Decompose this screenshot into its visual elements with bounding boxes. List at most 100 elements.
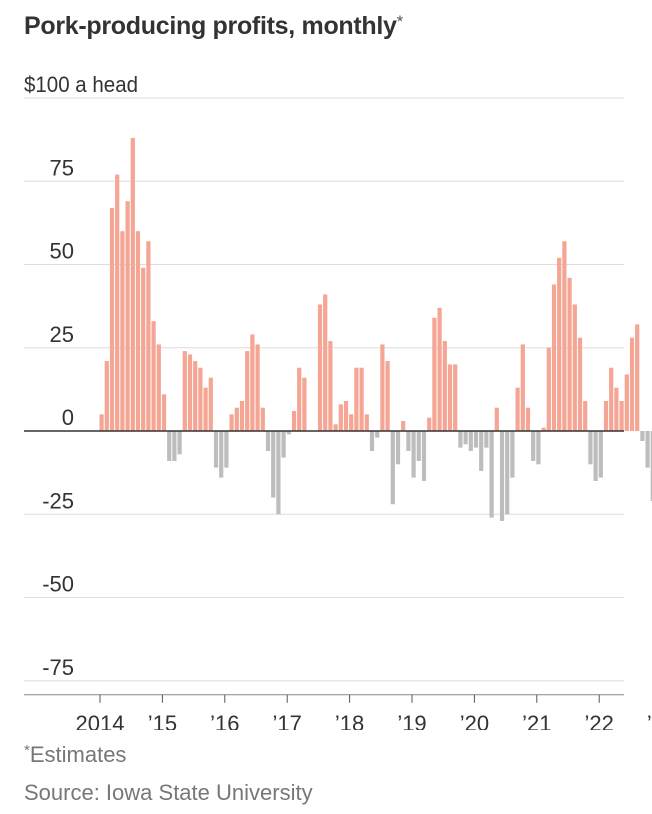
bar — [572, 304, 577, 431]
bar — [416, 431, 421, 461]
bar — [302, 377, 307, 431]
footnote-text: Estimates — [29, 742, 127, 767]
x-tick-label: ’18 — [335, 711, 364, 730]
x-tick-label: ’15 — [148, 711, 177, 730]
bar — [577, 337, 583, 431]
bar — [551, 284, 557, 431]
bar — [489, 431, 494, 518]
bar — [541, 427, 546, 431]
bar — [390, 431, 395, 505]
x-tick-label: ’22 — [585, 711, 614, 730]
bar — [629, 337, 635, 431]
bar — [510, 431, 515, 478]
bar — [239, 401, 245, 431]
bar — [432, 317, 437, 431]
bar — [343, 401, 349, 431]
bar — [151, 321, 156, 431]
bar — [546, 347, 551, 431]
source-note: Source: Iowa State University — [24, 780, 313, 805]
bar — [161, 394, 167, 431]
bar — [562, 241, 567, 431]
bar — [380, 344, 385, 431]
bar — [473, 431, 479, 448]
bar — [281, 431, 286, 458]
bar — [177, 431, 182, 455]
bar — [250, 334, 255, 431]
bar — [583, 401, 588, 431]
bar — [354, 367, 359, 431]
bar — [141, 267, 146, 431]
bar — [505, 431, 510, 515]
bar — [364, 414, 369, 431]
bar — [588, 431, 593, 465]
chart-title-text: Pork-producing profits, monthly — [24, 12, 397, 40]
bar — [520, 344, 525, 431]
bar — [172, 431, 177, 461]
bar — [255, 344, 260, 431]
bar — [499, 431, 505, 521]
bar — [603, 401, 609, 431]
bar — [609, 367, 614, 431]
bar — [598, 431, 603, 478]
bar — [349, 414, 354, 431]
y-unit-label: $100 a head — [24, 72, 138, 97]
bar — [286, 431, 291, 435]
bar — [193, 361, 198, 431]
bar — [442, 341, 447, 431]
bar — [479, 431, 484, 471]
footnote-asterisk: * — [24, 742, 30, 759]
bar — [401, 421, 406, 431]
bar — [619, 401, 624, 431]
bar — [297, 367, 302, 431]
chart-title: Pork-producing profits, monthly* — [24, 12, 403, 41]
bar — [245, 351, 250, 431]
bar — [359, 367, 364, 431]
title-asterisk: * — [396, 12, 404, 31]
bar — [109, 207, 115, 431]
y-tick-label: -75 — [42, 655, 74, 680]
bar — [375, 431, 380, 438]
bar — [224, 431, 229, 468]
bar — [536, 431, 541, 465]
bar — [447, 364, 453, 431]
bar — [323, 294, 328, 431]
bar — [203, 387, 208, 431]
bar — [234, 407, 239, 431]
bar — [567, 277, 572, 431]
bar — [531, 431, 536, 461]
bar — [276, 431, 281, 515]
bar — [453, 364, 458, 431]
bar — [260, 407, 265, 431]
bar — [187, 354, 193, 431]
x-tick-label: ’20 — [460, 711, 489, 730]
bar — [338, 404, 343, 431]
bar — [99, 414, 104, 431]
bar — [525, 407, 531, 431]
footnote: *Estimates — [24, 742, 126, 768]
bar — [421, 431, 427, 481]
y-tick-label: 75 — [50, 155, 74, 180]
bar — [104, 361, 109, 431]
x-tick-label: ’17 — [273, 711, 302, 730]
bar — [624, 374, 629, 431]
bar — [317, 304, 323, 431]
bar — [115, 174, 120, 431]
bar — [219, 431, 224, 478]
x-tick-label: ’19 — [397, 711, 426, 730]
bar — [120, 231, 125, 431]
bar — [645, 431, 650, 468]
bar — [650, 431, 652, 501]
x-tick-label: ’16 — [210, 711, 239, 730]
bar — [198, 367, 203, 431]
bar — [271, 431, 276, 498]
y-tick-label: 25 — [50, 322, 74, 347]
bar — [593, 431, 598, 481]
y-tick-label: 0 — [62, 405, 74, 430]
bar — [494, 407, 499, 431]
bar — [208, 377, 213, 431]
bar — [146, 241, 151, 431]
bar — [167, 431, 172, 461]
bar — [463, 431, 468, 445]
bar — [411, 431, 416, 478]
bar — [484, 431, 489, 448]
